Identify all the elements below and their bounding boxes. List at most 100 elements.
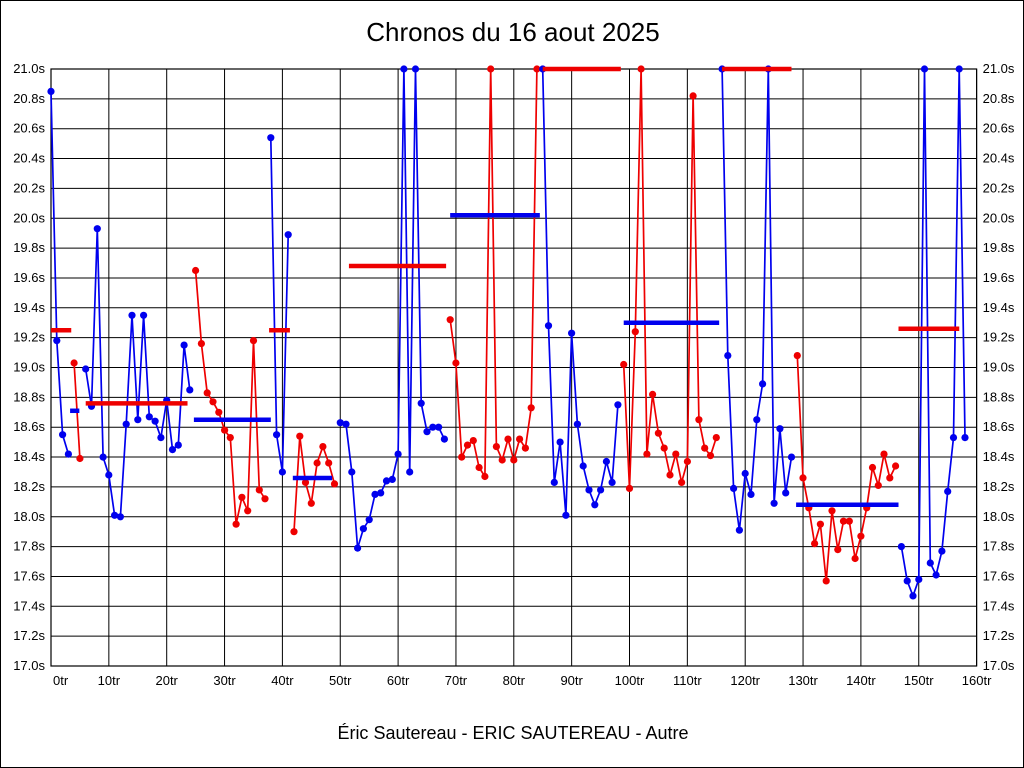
lap-data-point <box>261 495 269 503</box>
lap-data-point <box>278 468 286 476</box>
lap-data-point <box>816 520 825 528</box>
lap-data-point <box>753 416 761 424</box>
lap-data-point <box>498 456 506 464</box>
lap-data-point <box>463 441 472 449</box>
y-tick-label-right: 18.4s <box>983 449 1015 464</box>
lap-data-point <box>215 408 223 416</box>
x-tick-label: 70tr <box>445 673 468 688</box>
y-tick-label-right: 19.4s <box>983 300 1015 315</box>
lap-data-point <box>602 457 611 466</box>
lap-data-point <box>354 544 362 552</box>
lap-data-point <box>868 463 877 472</box>
lap-data-point <box>735 526 744 534</box>
x-tick-label: 0tr <box>53 673 69 688</box>
lap-data-point <box>706 452 715 460</box>
lap-data-point <box>839 517 848 525</box>
lap-data-point <box>400 65 408 73</box>
lap-data-point <box>897 543 906 551</box>
lap-data-point <box>313 459 321 467</box>
y-tick-label-left: 18.0s <box>13 509 45 524</box>
lap-data-point <box>654 429 663 437</box>
lap-data-point <box>620 360 628 369</box>
lap-data-point <box>799 474 807 482</box>
lap-data-point <box>423 428 431 436</box>
lap-data-point <box>377 489 385 497</box>
lap-data-point <box>290 528 298 536</box>
lap-data-point <box>568 329 576 337</box>
lap-data-point <box>307 499 315 507</box>
lap-data-point <box>151 417 159 425</box>
lap-data-point <box>782 489 790 497</box>
y-tick-label-right: 17.4s <box>983 598 1015 613</box>
lap-data-point <box>406 468 414 476</box>
y-tick-label-right: 20.0s <box>983 210 1015 225</box>
lap-data-point <box>504 435 512 443</box>
lap-data-point <box>550 478 558 486</box>
x-tick-label: 60tr <box>387 673 410 688</box>
lap-data-point <box>267 134 275 142</box>
lap-data-point <box>920 65 929 73</box>
lap-data-point <box>197 340 205 348</box>
lap-data-point <box>874 481 882 489</box>
lap-data-point <box>886 474 894 482</box>
lap-data-point <box>301 478 310 486</box>
lap-data-point <box>683 457 692 466</box>
y-tick-label-left: 17.8s <box>13 539 45 554</box>
lap-data-point <box>325 459 333 467</box>
y-tick-label-left: 21.0s <box>13 61 45 76</box>
y-tick-label-left: 19.8s <box>13 240 45 255</box>
lap-data-point <box>232 520 240 528</box>
lap-data-point <box>793 352 801 360</box>
y-tick-label-left: 18.4s <box>13 449 45 464</box>
lap-series-polyline <box>622 68 718 489</box>
y-tick-label-left: 19.6s <box>13 270 45 285</box>
lap-data-point <box>209 398 217 406</box>
lap-data-point <box>857 532 865 540</box>
x-tick-label: 50tr <box>329 673 352 688</box>
lap-series-polyline <box>293 436 336 532</box>
lap-data-point <box>174 441 182 449</box>
y-tick-label-right: 18.8s <box>983 389 1015 404</box>
lap-data-point <box>53 337 61 345</box>
lap-data-point <box>180 341 188 349</box>
lap-data-point <box>429 423 437 431</box>
lap-data-point <box>915 575 923 584</box>
lap-data-point <box>926 559 934 567</box>
y-tick-label-left: 19.2s <box>13 330 45 345</box>
lap-data-point <box>579 462 587 470</box>
lap-data-point <box>770 499 778 507</box>
lap-data-point <box>203 389 211 397</box>
lap-data-point <box>944 487 952 495</box>
lap-data-point <box>47 87 55 95</box>
y-tick-label-right: 20.4s <box>983 151 1015 166</box>
lap-data-point <box>394 450 402 458</box>
lap-data-point <box>221 426 229 434</box>
y-tick-label-right: 20.2s <box>983 180 1015 195</box>
lap-data-point <box>359 525 367 533</box>
y-tick-label-right: 19.6s <box>983 270 1015 285</box>
lap-data-point <box>938 547 946 555</box>
lap-data-point <box>255 486 263 494</box>
lap-data-point <box>388 475 396 483</box>
x-tick-label: 30tr <box>213 673 236 688</box>
y-tick-label-left: 20.4s <box>13 151 45 166</box>
lap-data-point <box>342 420 350 428</box>
y-tick-label-left: 17.2s <box>13 628 45 643</box>
y-tick-label-left: 17.0s <box>13 658 45 673</box>
lap-data-point <box>186 386 194 394</box>
lap-data-point <box>82 365 90 373</box>
lap-series-polyline <box>796 355 897 581</box>
lap-data-point <box>417 399 425 407</box>
lap-series-polyline <box>84 228 191 518</box>
lap-data-point <box>116 513 124 521</box>
x-tick-label: 130tr <box>788 673 818 688</box>
lap-data-point <box>192 266 200 275</box>
lap-data-point <box>475 463 483 472</box>
y-tick-label-left: 20.0s <box>13 210 45 225</box>
y-tick-label-right: 19.8s <box>983 240 1015 255</box>
lap-data-point <box>273 431 281 439</box>
lap-data-point <box>573 420 582 428</box>
lap-data-point <box>128 311 136 319</box>
lap-data-point <box>59 431 67 439</box>
